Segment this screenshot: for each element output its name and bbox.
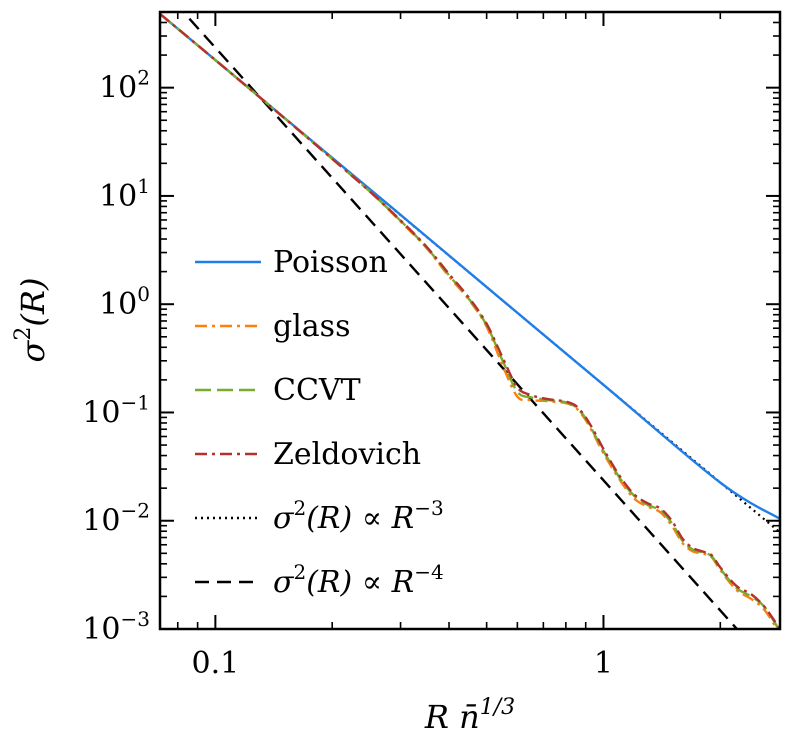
legend-label-2: CCVT bbox=[273, 373, 361, 408]
x-tick-label: 0.1 bbox=[192, 646, 240, 681]
x-axis-label: R n̄1/3 bbox=[424, 695, 515, 736]
legend-label-5: σ2(R) ∝ R−4 bbox=[273, 560, 444, 600]
legend-label-1: glass bbox=[273, 309, 350, 344]
x-tick-label: 1 bbox=[594, 646, 613, 681]
legend-label-0: Poisson bbox=[273, 245, 388, 280]
legend-label-4: σ2(R) ∝ R−3 bbox=[273, 496, 444, 536]
y-tick-label: 10−3 bbox=[82, 607, 150, 647]
series-layer bbox=[160, 12, 780, 629]
y-tick-label: 10−1 bbox=[82, 390, 150, 430]
plot-frame bbox=[158, 10, 782, 631]
y-tick-label: 10−2 bbox=[82, 499, 150, 539]
legend-label-3: Zeldovich bbox=[273, 437, 421, 472]
tick-labels: 0.1 1 10−3 10−2 10−1 100 101 102 bbox=[82, 66, 613, 681]
y-tick-label: 101 bbox=[99, 174, 150, 214]
y-axis-label: σ2(R) bbox=[11, 278, 52, 363]
y-tick-label: 102 bbox=[99, 66, 150, 106]
legend: Poisson glass CCVT Zeldovich σ2(R) ∝ R−3 σ2(R… bbox=[195, 245, 444, 600]
y-tick-label: 100 bbox=[99, 282, 150, 322]
